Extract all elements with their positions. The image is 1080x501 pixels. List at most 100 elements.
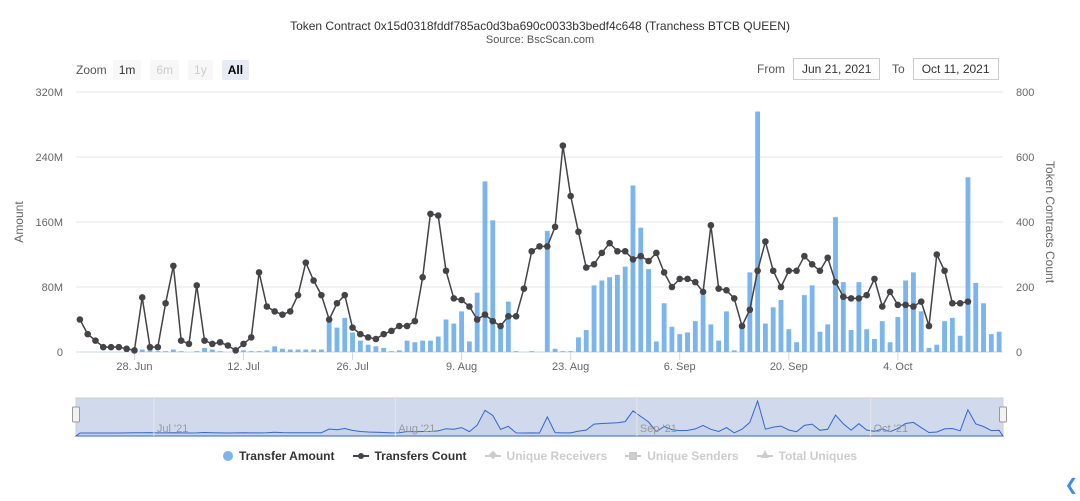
bar <box>981 303 986 352</box>
line-point <box>411 317 419 325</box>
line-point <box>964 298 972 305</box>
line-point <box>388 327 395 335</box>
bar <box>895 317 901 352</box>
navigator-mask <box>75 397 1004 437</box>
line-point <box>691 278 699 286</box>
bar <box>326 321 332 352</box>
y-right-axis-title: Token Contracts Count <box>1043 161 1057 284</box>
bar <box>217 351 223 352</box>
line-point <box>949 299 956 307</box>
bar <box>692 321 698 352</box>
bar <box>669 326 675 352</box>
y-right-tick-label: 800 <box>1016 87 1034 99</box>
bar <box>544 230 550 352</box>
legend-label: Total Uniques <box>778 449 858 463</box>
line-point <box>629 256 637 263</box>
line-point <box>123 345 130 353</box>
line-point <box>730 295 738 302</box>
triangle-icon <box>756 450 773 458</box>
bar <box>451 323 457 352</box>
line-point <box>92 337 99 344</box>
line-point <box>746 306 754 314</box>
bar <box>739 323 745 352</box>
chevron-left-icon[interactable]: ❮ <box>1064 477 1078 494</box>
line-point <box>146 343 154 351</box>
navigator-label: Sep '21 <box>640 423 677 435</box>
bar <box>630 185 636 352</box>
bar <box>856 282 862 352</box>
bar <box>770 307 776 352</box>
line-point <box>910 303 917 310</box>
x-tick-label: 26. Jul <box>336 361 368 373</box>
y-right-tick-label: 0 <box>1016 347 1022 359</box>
line-point <box>380 330 388 338</box>
bar <box>428 340 433 352</box>
line-point <box>871 275 878 283</box>
line-point <box>224 342 232 349</box>
circle-icon <box>222 451 233 461</box>
bar <box>918 311 924 352</box>
y-right-tick-label: 400 <box>1016 217 1034 229</box>
bar <box>404 340 410 352</box>
zoom-1m-button[interactable]: 1m <box>112 60 142 80</box>
bar <box>708 324 714 352</box>
line-point <box>551 223 559 231</box>
line-point <box>769 267 777 275</box>
bar <box>646 269 651 352</box>
y-left-tick-label: 320M <box>35 87 63 99</box>
line-point <box>660 269 668 276</box>
line-point <box>450 295 458 302</box>
bar <box>591 285 597 352</box>
bar <box>622 266 628 352</box>
bar <box>498 325 503 352</box>
line-point <box>653 249 660 257</box>
line-point <box>738 322 746 330</box>
line-point <box>247 334 255 341</box>
bar <box>513 351 519 352</box>
bar <box>241 350 246 352</box>
line-point <box>543 243 551 250</box>
zoom-all-button[interactable]: All <box>221 60 250 80</box>
legend-label: Unique Receivers <box>506 449 608 463</box>
navigator-series <box>74 399 1004 437</box>
bar <box>389 351 394 352</box>
range-from-input[interactable]: Jun 21, 2021 <box>793 58 881 80</box>
bar <box>466 341 472 352</box>
bar <box>825 324 831 352</box>
line-point <box>598 249 606 257</box>
legend-transfers-count[interactable]: Transfers Count <box>352 449 467 463</box>
bar <box>607 277 613 352</box>
bar <box>778 300 784 352</box>
navigator-label: Oct '21 <box>874 423 909 435</box>
y-right-tick-label: 200 <box>1016 282 1034 294</box>
zoom-1y-button[interactable]: 1y <box>188 60 213 80</box>
line-point <box>170 262 177 270</box>
bar <box>731 350 737 352</box>
legend-unique-senders[interactable]: Unique Senders <box>625 449 739 463</box>
chart-title: Token Contract 0x15d0318fddf785ac0d3ba69… <box>290 19 790 33</box>
bar <box>755 111 761 352</box>
bar <box>357 340 363 352</box>
bar <box>170 349 176 352</box>
bar <box>879 321 885 352</box>
legend-transfer-amount[interactable]: Transfer Amount <box>222 449 335 463</box>
bar <box>420 340 426 352</box>
line-point <box>520 285 528 292</box>
line-point <box>863 291 870 299</box>
square-icon <box>625 452 642 460</box>
legend-label: Transfer Amount <box>238 449 335 463</box>
line-point <box>832 278 839 286</box>
line-point <box>645 257 652 265</box>
range-to-input[interactable]: Oct 11, 2021 <box>912 58 999 80</box>
line-point <box>917 298 925 305</box>
line-point <box>497 322 504 330</box>
line-point <box>808 260 816 268</box>
zoom-6m-button[interactable]: 6m <box>150 60 180 80</box>
legend-unique-receivers[interactable]: Unique Receivers <box>484 449 608 463</box>
line-point <box>668 283 676 291</box>
line-point <box>286 308 294 315</box>
line-point <box>886 288 894 296</box>
legend-total-uniques[interactable]: Total Uniques <box>756 449 858 463</box>
line-point <box>575 228 582 236</box>
bar <box>318 349 324 352</box>
